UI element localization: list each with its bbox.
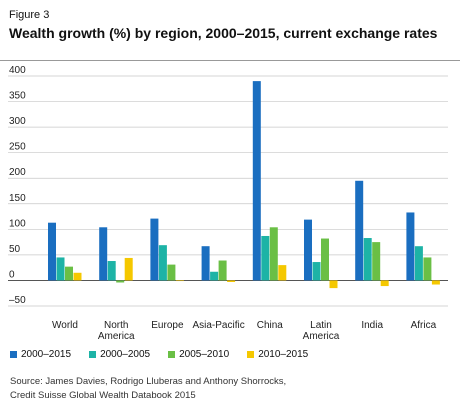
x-category-label: North: [104, 320, 128, 331]
y-tick-label: 50: [9, 244, 21, 255]
legend-item-2000-2005: 2000–2005: [89, 349, 150, 360]
y-tick-label: 300: [9, 116, 26, 127]
bar: [56, 257, 65, 281]
bar: [65, 266, 73, 281]
title-divider: [0, 60, 460, 61]
bar: [321, 238, 329, 281]
bar: [175, 280, 184, 282]
legend-swatch: [89, 351, 97, 358]
legend-item-2005-2010: 2005–2010: [168, 349, 229, 360]
bar: [355, 180, 364, 281]
source-line-2: Credit Suisse Global Wealth Databook 201…: [10, 390, 196, 401]
y-tick-label: –50: [9, 295, 26, 306]
bar: [158, 245, 167, 281]
x-category-label: China: [257, 320, 284, 331]
bar: [406, 212, 415, 281]
legend-item-2000-2015: 2000–2015: [10, 349, 71, 360]
bar: [372, 242, 381, 281]
legend-label: 2010–2015: [258, 349, 309, 360]
bar: [201, 246, 210, 281]
chart-title: Wealth growth (%) by region, 2000–2015, …: [9, 25, 438, 41]
x-category-label: America: [98, 331, 135, 342]
bar: [99, 227, 108, 281]
bar: [48, 222, 56, 281]
y-tick-label: 150: [9, 193, 26, 204]
bar: [278, 265, 287, 281]
bar: [210, 271, 219, 281]
x-category-label: Asia-Pacific: [192, 320, 244, 331]
bar: [150, 218, 159, 281]
x-category-label: Europe: [151, 320, 184, 331]
bar: [124, 257, 133, 281]
y-tick-label: 250: [9, 142, 26, 153]
bar: [218, 260, 227, 281]
bar: [167, 264, 176, 281]
bar: [414, 246, 423, 281]
legend-item-2010-2015: 2010–2015: [247, 349, 308, 360]
chart-legend: 2000–2015 2000–2005 2005–2010 2010–2015: [10, 349, 308, 360]
x-category-label: World: [52, 320, 78, 331]
bar: [312, 262, 321, 281]
legend-swatch: [10, 351, 17, 358]
bar: [380, 280, 389, 287]
legend-label: 2000–2015: [21, 349, 72, 360]
legend-label: 2005–2010: [179, 349, 230, 360]
bar: [227, 280, 236, 282]
source-note: Source: James Davies, Rodrigo Lluberas a…: [10, 375, 286, 403]
bar: [269, 227, 278, 281]
x-category-label: India: [361, 320, 383, 331]
bar: [423, 257, 432, 281]
y-tick-label: 200: [9, 167, 26, 178]
bar: [107, 261, 116, 281]
figure-label: Figure 3: [9, 9, 50, 21]
x-category-label: Africa: [411, 320, 437, 331]
x-category-label: America: [303, 331, 340, 342]
bar: [73, 272, 82, 281]
legend-swatch: [168, 351, 176, 358]
bar: [261, 235, 270, 281]
bar: [116, 280, 125, 283]
bar: [329, 280, 338, 289]
bar: [304, 219, 312, 281]
y-tick-label: 100: [9, 218, 26, 229]
legend-swatch: [247, 351, 255, 358]
bar: [252, 81, 261, 281]
y-tick-label: 350: [9, 91, 26, 102]
y-tick-label: 400: [9, 65, 26, 76]
legend-label: 2000–2005: [100, 349, 151, 360]
bar: [363, 238, 372, 281]
y-tick-label: 0: [9, 269, 15, 280]
x-category-label: Latin: [310, 320, 332, 331]
bar: [431, 280, 440, 285]
source-line-1: Source: James Davies, Rodrigo Lluberas a…: [10, 376, 287, 387]
